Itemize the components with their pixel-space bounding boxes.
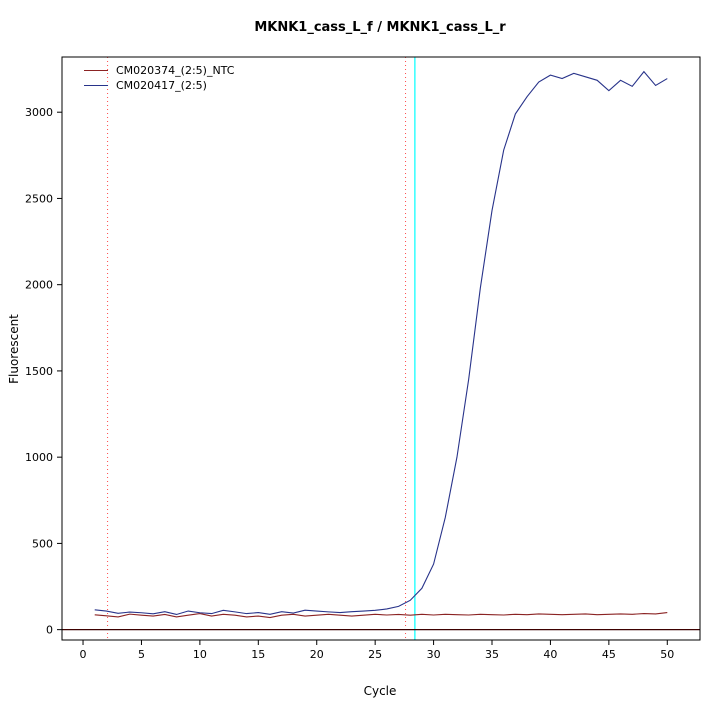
y-tick-label: 2500 [25,192,53,205]
y-tick-label: 1500 [25,365,53,378]
x-tick-label: 15 [251,648,265,661]
x-tick-label: 40 [543,648,557,661]
y-tick-label: 3000 [25,106,53,119]
x-tick-label: 5 [138,648,145,661]
legend-line-swatch-sample [84,85,108,86]
plot-border [61,56,701,641]
x-tick-label: 35 [485,648,499,661]
x-tick-label: 30 [427,648,441,661]
legend-label-ntc: CM020374_(2:5)_NTC [116,64,235,77]
legend-item-ntc: CM020374_(2:5)_NTC [84,63,234,78]
legend: CM020374_(2:5)_NTC CM020417_(2:5) [84,63,234,93]
y-tick-label: 0 [46,624,53,637]
x-tick-label: 25 [368,648,382,661]
series-line-0 [94,612,668,619]
y-tick-label: 500 [32,537,53,550]
y-tick-label: 1000 [25,451,53,464]
legend-label-sample: CM020417_(2:5) [116,79,207,92]
x-tick-label: 20 [310,648,324,661]
x-tick-label: 45 [602,648,616,661]
x-tick-label: 10 [193,648,207,661]
x-axis-label: Cycle [363,684,397,698]
legend-item-sample: CM020417_(2:5) [84,78,234,93]
x-tick-label: 0 [80,648,87,661]
series-line-1 [94,70,668,616]
chart-title: MKNK1_cass_L_f / MKNK1_cass_L_r [254,20,506,35]
y-tick-label: 2000 [25,279,53,292]
legend-line-swatch-ntc [84,70,108,71]
x-tick-label: 50 [660,648,674,661]
